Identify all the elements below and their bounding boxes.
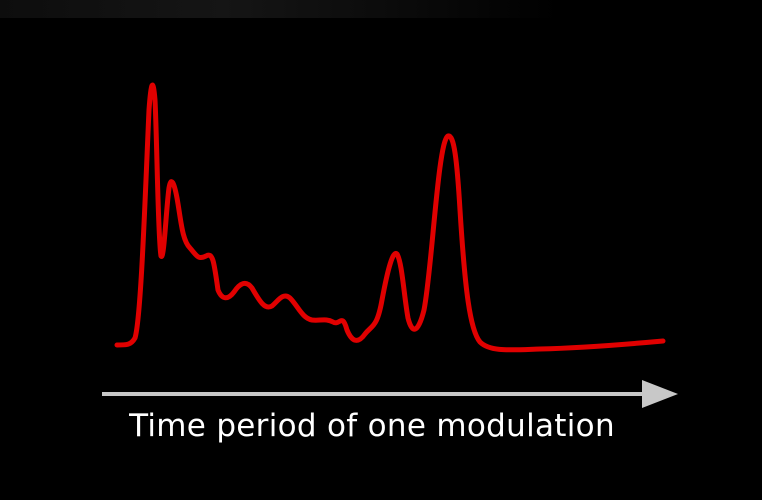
- time-axis-label: Time period of one modulation: [129, 408, 615, 444]
- signal-curve: [114, 82, 666, 353]
- arrow-right-icon: [642, 380, 678, 408]
- top-strip: [0, 0, 560, 18]
